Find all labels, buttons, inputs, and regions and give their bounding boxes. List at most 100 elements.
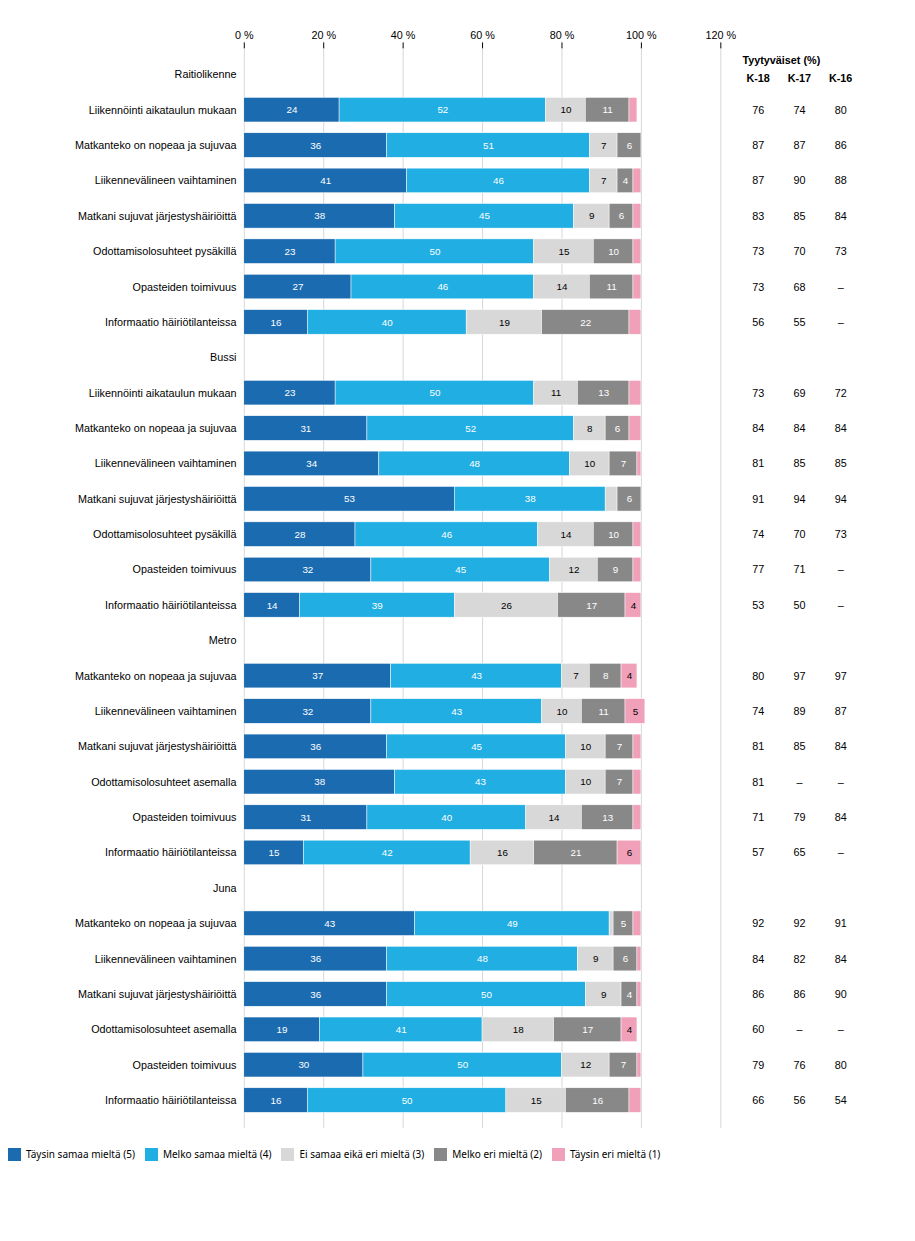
svg-text:6: 6	[623, 953, 629, 964]
svg-text:73: 73	[835, 245, 847, 257]
svg-text:–: –	[796, 776, 802, 788]
svg-text:94: 94	[835, 493, 847, 505]
svg-text:6: 6	[627, 847, 633, 858]
svg-text:6: 6	[615, 423, 621, 434]
svg-text:14: 14	[557, 281, 568, 292]
svg-text:80: 80	[835, 1059, 847, 1071]
svg-text:94: 94	[793, 493, 805, 505]
svg-text:–: –	[838, 316, 844, 328]
svg-text:Informaatio häiriötilanteissa: Informaatio häiriötilanteissa	[105, 846, 236, 858]
svg-text:84: 84	[752, 422, 764, 434]
svg-text:6: 6	[627, 140, 633, 151]
svg-text:73: 73	[752, 245, 764, 257]
svg-text:41: 41	[320, 175, 331, 186]
svg-text:68: 68	[793, 280, 805, 292]
svg-text:36: 36	[310, 953, 321, 964]
svg-text:82: 82	[793, 953, 805, 965]
svg-text:9: 9	[589, 210, 594, 221]
svg-text:97: 97	[793, 670, 805, 682]
svg-text:87: 87	[752, 139, 764, 151]
svg-text:7: 7	[617, 741, 622, 752]
svg-text:91: 91	[752, 493, 764, 505]
svg-text:84: 84	[835, 740, 847, 752]
svg-text:46: 46	[441, 529, 452, 540]
svg-text:14: 14	[549, 812, 560, 823]
svg-text:50: 50	[793, 599, 805, 611]
svg-text:86: 86	[793, 988, 805, 1000]
svg-text:Matkanteko on nopeaa ja sujuva: Matkanteko on nopeaa ja sujuvaa	[75, 670, 236, 682]
svg-text:54: 54	[835, 1094, 847, 1106]
svg-text:51: 51	[483, 140, 494, 151]
svg-text:10: 10	[608, 529, 619, 540]
svg-text:19: 19	[499, 317, 510, 328]
svg-text:14: 14	[267, 600, 278, 611]
svg-text:50: 50	[481, 989, 492, 1000]
svg-text:56: 56	[752, 316, 764, 328]
svg-text:31: 31	[300, 423, 311, 434]
svg-text:85: 85	[793, 740, 805, 752]
svg-text:79: 79	[793, 811, 805, 823]
svg-text:97: 97	[835, 670, 847, 682]
svg-text:90: 90	[835, 988, 847, 1000]
svg-text:41: 41	[396, 1024, 407, 1035]
svg-text:Odottamisolosuhteet asemalla: Odottamisolosuhteet asemalla	[91, 1023, 236, 1035]
svg-text:Odottamisolosuhteet pysäkillä: Odottamisolosuhteet pysäkillä	[93, 528, 236, 540]
svg-text:K-16: K-16	[829, 72, 852, 84]
svg-text:76: 76	[793, 1059, 805, 1071]
svg-text:28: 28	[294, 529, 305, 540]
svg-text:24: 24	[286, 104, 297, 115]
svg-text:120 %: 120 %	[706, 29, 737, 41]
svg-text:–: –	[796, 1023, 802, 1035]
svg-text:76: 76	[752, 104, 764, 116]
svg-text:74: 74	[752, 705, 764, 717]
svg-text:87: 87	[835, 705, 847, 717]
svg-text:27: 27	[292, 281, 303, 292]
svg-text:11: 11	[603, 104, 613, 115]
svg-text:84: 84	[835, 811, 847, 823]
svg-text:83: 83	[752, 210, 764, 222]
svg-text:43: 43	[324, 918, 335, 929]
svg-text:Liikennöinti aikataulun mukaan: Liikennöinti aikataulun mukaan	[89, 104, 237, 116]
svg-text:77: 77	[752, 563, 764, 575]
svg-text:11: 11	[599, 706, 609, 717]
svg-text:50: 50	[429, 387, 440, 398]
svg-text:72: 72	[835, 387, 847, 399]
svg-text:13: 13	[602, 812, 613, 823]
svg-text:10: 10	[557, 706, 568, 717]
svg-text:–: –	[838, 1023, 844, 1035]
svg-text:84: 84	[752, 953, 764, 965]
svg-text:16: 16	[271, 1095, 282, 1106]
svg-text:Opasteiden toimivuus: Opasteiden toimivuus	[133, 280, 237, 292]
svg-text:Matkani sujuvat järjestyshäiri: Matkani sujuvat järjestyshäiriöittä	[78, 210, 236, 222]
svg-text:20 %: 20 %	[311, 29, 336, 41]
svg-text:49: 49	[507, 918, 518, 929]
svg-text:43: 43	[451, 706, 462, 717]
svg-text:11: 11	[551, 387, 561, 398]
svg-text:7: 7	[601, 175, 606, 186]
svg-text:89: 89	[793, 705, 805, 717]
svg-text:Bussi: Bussi	[210, 351, 236, 363]
svg-text:81: 81	[752, 457, 764, 469]
svg-text:86: 86	[752, 988, 764, 1000]
svg-text:66: 66	[752, 1094, 764, 1106]
svg-text:38: 38	[314, 210, 325, 221]
svg-text:Metro: Metro	[209, 634, 237, 646]
svg-text:Matkanteko on nopeaa ja sujuva: Matkanteko on nopeaa ja sujuvaa	[75, 422, 236, 434]
svg-text:5: 5	[633, 706, 639, 717]
svg-text:81: 81	[752, 740, 764, 752]
svg-text:84: 84	[793, 422, 805, 434]
svg-text:–: –	[838, 599, 844, 611]
svg-text:Matkanteko on nopeaa ja sujuva: Matkanteko on nopeaa ja sujuvaa	[75, 917, 236, 929]
svg-text:7: 7	[617, 776, 622, 787]
svg-text:60: 60	[752, 1023, 764, 1035]
svg-text:84: 84	[835, 422, 847, 434]
svg-text:84: 84	[835, 210, 847, 222]
svg-text:18: 18	[513, 1024, 524, 1035]
svg-text:10: 10	[584, 458, 595, 469]
svg-text:43: 43	[475, 776, 486, 787]
svg-text:100 %: 100 %	[626, 29, 657, 41]
svg-text:11: 11	[607, 281, 617, 292]
svg-text:9: 9	[601, 989, 606, 1000]
svg-text:17: 17	[586, 600, 597, 611]
svg-text:34: 34	[306, 458, 317, 469]
